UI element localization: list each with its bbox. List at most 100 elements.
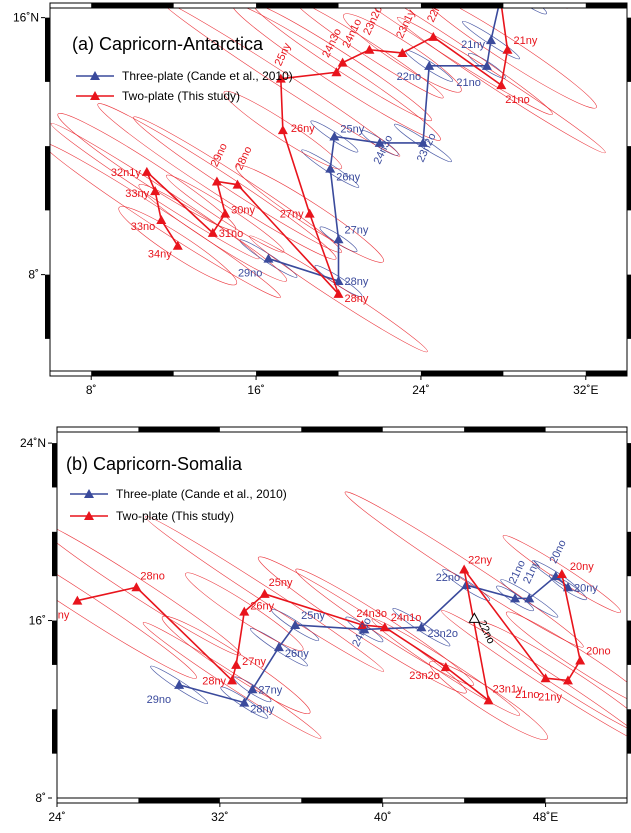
data-point	[273, 642, 284, 652]
annotation-marker	[468, 612, 481, 623]
uncertainty-ellipse	[509, 8, 548, 15]
frame-band	[627, 620, 631, 665]
uncertainty-ellipse	[257, 556, 467, 694]
frame-band	[585, 3, 627, 8]
frame-band	[256, 371, 339, 376]
point-label: 21ny	[538, 691, 562, 703]
frame-band	[91, 371, 174, 376]
uncertainty-ellipse	[396, 17, 606, 154]
uncertainty-ellipse	[249, 235, 428, 353]
data-point	[562, 675, 573, 685]
panel-title: (a) Capricorn-Antarctica	[72, 34, 264, 54]
uncertainty-ellipse	[343, 13, 462, 93]
data-point	[172, 240, 183, 250]
uncertainty-ellipse	[133, 116, 342, 253]
x-tick-label: 40˚	[374, 810, 391, 824]
series-line-two-plate	[77, 569, 582, 703]
uncertainty-ellipse	[118, 206, 238, 286]
data-point	[156, 215, 167, 225]
point-label: 25ny	[340, 123, 364, 135]
uncertainty-ellipse	[344, 491, 584, 648]
frame-band	[464, 798, 546, 803]
point-label: 20ny	[574, 582, 598, 594]
uncertainty-ellipse	[161, 8, 401, 157]
frame-band	[627, 274, 631, 339]
y-tick-label: 16˚N	[13, 11, 39, 25]
point-label: 28no	[233, 145, 254, 172]
x-tick-label: 32˚E	[573, 383, 598, 397]
point-label: 22no	[436, 572, 460, 584]
data-point	[575, 655, 586, 665]
data-point	[333, 288, 344, 298]
data-point	[207, 227, 218, 237]
point-label: 26ny	[250, 601, 274, 613]
data-point	[483, 695, 494, 705]
legend-label: Three-plate (Cande et al., 2010)	[116, 487, 287, 501]
point-label: 33no	[131, 221, 155, 233]
data-point	[304, 208, 315, 218]
frame-band	[138, 798, 220, 803]
point-label: 34ny	[148, 249, 172, 261]
point-label: 24n1o	[391, 612, 422, 624]
legend-entry-three-plate: Three-plate (Cande et al., 2010)	[76, 69, 293, 83]
data-point	[333, 276, 344, 286]
point-label: 20no	[586, 645, 610, 657]
point-label: 29no	[147, 694, 171, 706]
legend-marker	[90, 71, 100, 80]
y-tick-label: 16˚	[29, 614, 46, 628]
data-point	[357, 619, 368, 629]
legend-label: Two-plate (This study)	[122, 89, 240, 103]
legend-marker	[84, 489, 94, 498]
frame-band	[627, 17, 631, 82]
data-point	[459, 564, 470, 574]
data-point	[174, 679, 185, 689]
point-label: 21no	[456, 77, 480, 89]
data-point	[247, 684, 258, 694]
data-point	[150, 186, 161, 196]
frame-band	[45, 17, 50, 82]
point-label: 28no	[140, 570, 164, 582]
point-label: 28ny	[345, 293, 369, 305]
uncertainty-ellipse	[441, 610, 627, 747]
frame-band-outline	[56, 426, 628, 433]
data-point	[331, 67, 342, 77]
data-point	[227, 675, 238, 685]
x-tick-label: 8˚	[86, 383, 97, 397]
uncertainty-ellipse	[185, 572, 304, 651]
uncertainty-ellipse	[295, 568, 475, 686]
point-label: 27ny	[242, 656, 266, 668]
point-label: 26ny	[291, 123, 315, 135]
point-label: 23n2o	[409, 670, 440, 682]
uncertainty-ellipse	[429, 660, 548, 740]
point-label: 29no	[209, 141, 230, 168]
y-tick-label: 8˚	[35, 791, 46, 805]
data-point	[263, 253, 274, 263]
point-label: 33ny	[125, 188, 149, 200]
data-point	[259, 588, 270, 598]
data-point	[428, 31, 439, 41]
point-label: 27ny	[280, 209, 304, 221]
point-label: 25ny	[269, 577, 293, 589]
point-label: 23n2o	[415, 131, 439, 164]
uncertainty-ellipse	[57, 522, 197, 679]
point-label: 20ny	[570, 561, 594, 573]
point-label: 31no	[219, 228, 243, 240]
data-point	[333, 234, 344, 244]
frame-band-outline	[49, 370, 628, 377]
point-label: 27ny	[258, 684, 282, 696]
x-tick-label: 24˚	[48, 810, 65, 824]
frame-band	[585, 371, 627, 376]
point-label: 27ny	[345, 224, 369, 236]
plot-area: 22no20ny20no21ny21no22no23n2o24n3o25ny26…	[57, 491, 627, 747]
data-point	[337, 57, 348, 67]
x-tick-label: 32˚	[211, 810, 228, 824]
frame-band	[91, 3, 174, 8]
legend-entry-three-plate: Three-plate (Cande et al., 2010)	[70, 487, 287, 501]
point-label: 21ny	[461, 39, 485, 51]
data-point	[440, 662, 451, 672]
series-line-three-plate	[268, 8, 500, 283]
point-label: 20ny	[532, 0, 556, 5]
point-label: 28ny	[202, 675, 226, 687]
point-label: 24n3o	[356, 608, 387, 620]
frame-band-outline	[49, 2, 628, 9]
